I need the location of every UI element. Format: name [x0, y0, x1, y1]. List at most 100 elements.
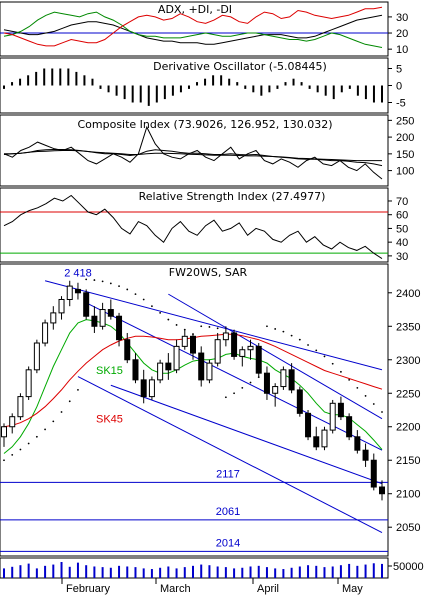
rsi-tick-label: 30 — [396, 251, 408, 263]
sar-dot — [307, 344, 309, 346]
sar-dot — [348, 378, 351, 381]
candle-body — [198, 352, 205, 381]
sar-dot — [44, 428, 46, 431]
sar-dot — [200, 325, 203, 328]
candlestick — [329, 399, 336, 434]
candlestick — [116, 312, 123, 347]
sar-dot — [27, 442, 30, 445]
x-axis-month-label: May — [342, 583, 363, 595]
sk15-line — [3, 319, 383, 454]
candle-body — [280, 369, 287, 388]
adx-tick-label: 30 — [396, 12, 408, 24]
sar-dot — [257, 376, 260, 379]
price-panel-frame — [0, 263, 389, 557]
candlestick — [91, 306, 98, 333]
price-tick-label: 2350 — [396, 321, 420, 333]
x-axis-month-label: April — [257, 583, 279, 595]
candlestick — [132, 353, 139, 384]
candle-body — [83, 292, 90, 317]
candle-body — [33, 342, 40, 371]
candle-body — [329, 402, 336, 431]
composite-index-tick-label: 150 — [396, 149, 414, 161]
candle-body — [222, 332, 229, 341]
candle-body — [74, 288, 81, 294]
derivative-oscillator-panel-title: Derivative Oscillator (-5.08445) — [153, 60, 327, 73]
candle-body — [91, 315, 98, 327]
candlestick — [231, 329, 238, 360]
candle-body — [107, 309, 114, 317]
sar-dot — [216, 327, 219, 330]
candle-body — [42, 322, 49, 344]
sar-dot — [118, 285, 120, 287]
rsi-line — [3, 194, 383, 260]
candlestick — [239, 346, 246, 367]
sar-dot — [19, 448, 22, 451]
sar-dot — [109, 282, 112, 285]
adx-line — [3, 14, 383, 45]
di-line — [3, 6, 383, 47]
sar-dot — [85, 278, 88, 281]
candle-body — [206, 362, 213, 381]
candlestick — [313, 426, 320, 451]
sar-dot — [224, 396, 227, 399]
price-tick-label: 2050 — [396, 522, 420, 534]
sk15-label: SK15 — [96, 365, 123, 377]
candlestick — [1, 423, 7, 447]
candlestick — [337, 396, 344, 421]
sk45-label: SK45 — [96, 414, 123, 426]
x-axis-month-label: March — [160, 583, 191, 595]
candle-body — [148, 379, 155, 398]
candle-body — [263, 372, 270, 394]
sar-dot — [68, 400, 71, 403]
candle-body — [231, 332, 238, 357]
candlestick — [42, 319, 49, 347]
candlestick — [206, 359, 213, 384]
candlestick — [50, 306, 57, 330]
rsi-panel: Relative Strength Index (27.4977) 30 40 50… — [0, 187, 408, 263]
candlestick — [247, 339, 254, 360]
adx-tick-label: 10 — [396, 44, 408, 56]
candlestick — [66, 280, 73, 307]
candlestick — [214, 332, 221, 367]
candle-body — [165, 362, 172, 371]
candle-body — [99, 309, 106, 327]
sar-dot — [35, 435, 38, 438]
rsi-tick-label: 50 — [396, 223, 408, 235]
sar-dot — [372, 403, 375, 405]
rsi-tick-label: 70 — [396, 196, 408, 208]
candlestick — [157, 359, 164, 384]
candlestick — [346, 413, 353, 441]
trendline — [110, 384, 383, 485]
candle-body — [190, 335, 196, 354]
price-tick-label: 2100 — [396, 489, 420, 501]
candle-body — [66, 285, 73, 300]
sar-dot — [241, 386, 244, 389]
sar-dot — [249, 381, 252, 384]
candle-body — [337, 402, 344, 418]
sar-dot — [266, 325, 268, 328]
sar-dot — [175, 324, 178, 326]
sar-dot — [167, 318, 170, 321]
candlestick — [25, 366, 32, 400]
composite-index-panel: Composite Index (73.9026, 126.952, 130.0… — [0, 114, 414, 187]
composite-index-tick-label: 250 — [396, 115, 414, 127]
sar-dot — [60, 411, 63, 413]
composite-index-average-2-line — [3, 150, 382, 162]
sar-dot — [364, 395, 367, 397]
candlestick — [255, 343, 262, 377]
sar-dot — [340, 370, 342, 373]
candlestick — [354, 430, 361, 454]
candle-body — [296, 389, 303, 414]
adx-panel: ADX, +DI, -DI 10 20 30 — [0, 1, 408, 57]
adx-panel-frame — [0, 1, 389, 57]
price-tick-label: 2200 — [396, 422, 420, 434]
candlestick — [124, 332, 131, 364]
candle-body — [116, 315, 123, 341]
candle-body — [17, 396, 24, 418]
price-level-label: 2061 — [216, 506, 240, 518]
composite-index-panel-title: Composite Index (73.9026, 126.952, 130.0… — [77, 118, 332, 131]
price-tick-label: 2400 — [396, 288, 420, 300]
sar-dot — [134, 293, 137, 296]
candlestick — [288, 363, 295, 394]
